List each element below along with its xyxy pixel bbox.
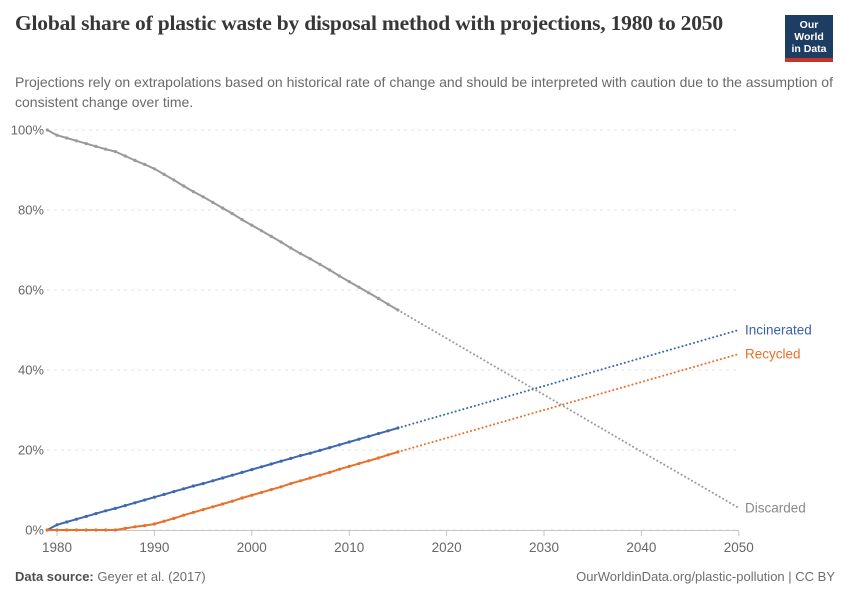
- y-tick-label: 80%: [18, 203, 44, 218]
- x-tick-label: 2050: [724, 540, 754, 555]
- chart-title: Global share of plastic waste by disposa…: [15, 11, 723, 35]
- series-projection-recycled[interactable]: [396, 353, 740, 453]
- y-tick-label: 40%: [18, 363, 44, 378]
- series-line-recycled[interactable]: [47, 451, 399, 531]
- y-tick-label: 20%: [18, 443, 44, 458]
- owid-logo[interactable]: Our World in Data: [785, 15, 833, 62]
- y-tick-label: 0%: [25, 523, 44, 538]
- data-source-note: Data source: Geyer et al. (2017): [15, 569, 206, 584]
- owid-logo-line1: Our World: [794, 19, 824, 43]
- x-tick-label: 2010: [334, 540, 364, 555]
- series-label-recycled[interactable]: Recycled: [745, 347, 801, 362]
- data-source-value: Geyer et al. (2017): [97, 569, 206, 584]
- x-tick-label: 2020: [432, 540, 462, 555]
- x-tick-label: 1990: [139, 540, 169, 555]
- series-markers-recycled: [45, 450, 400, 532]
- x-tick-label: 1980: [42, 540, 72, 555]
- series-label-incinerated[interactable]: Incinerated: [745, 323, 812, 338]
- footer-link[interactable]: OurWorldinData.org/plastic-pollution | C…: [576, 569, 835, 584]
- series-projection-incinerated[interactable]: [396, 329, 740, 429]
- data-source-label: Data source:: [15, 569, 94, 584]
- x-tick-label: 2040: [626, 540, 656, 555]
- series-markers-discarded: [45, 128, 400, 312]
- x-tick-label: 2000: [237, 540, 267, 555]
- series-projection-discarded[interactable]: [396, 309, 740, 509]
- owid-logo-line2: in Data: [791, 43, 827, 55]
- y-tick-label: 60%: [18, 283, 44, 298]
- series-line-discarded[interactable]: [46, 129, 399, 311]
- y-tick-label: 100%: [11, 123, 45, 138]
- chart-subtitle: Projections rely on extrapolations based…: [15, 74, 833, 110]
- x-tick-label: 2030: [529, 540, 559, 555]
- series-label-discarded[interactable]: Discarded: [745, 501, 806, 516]
